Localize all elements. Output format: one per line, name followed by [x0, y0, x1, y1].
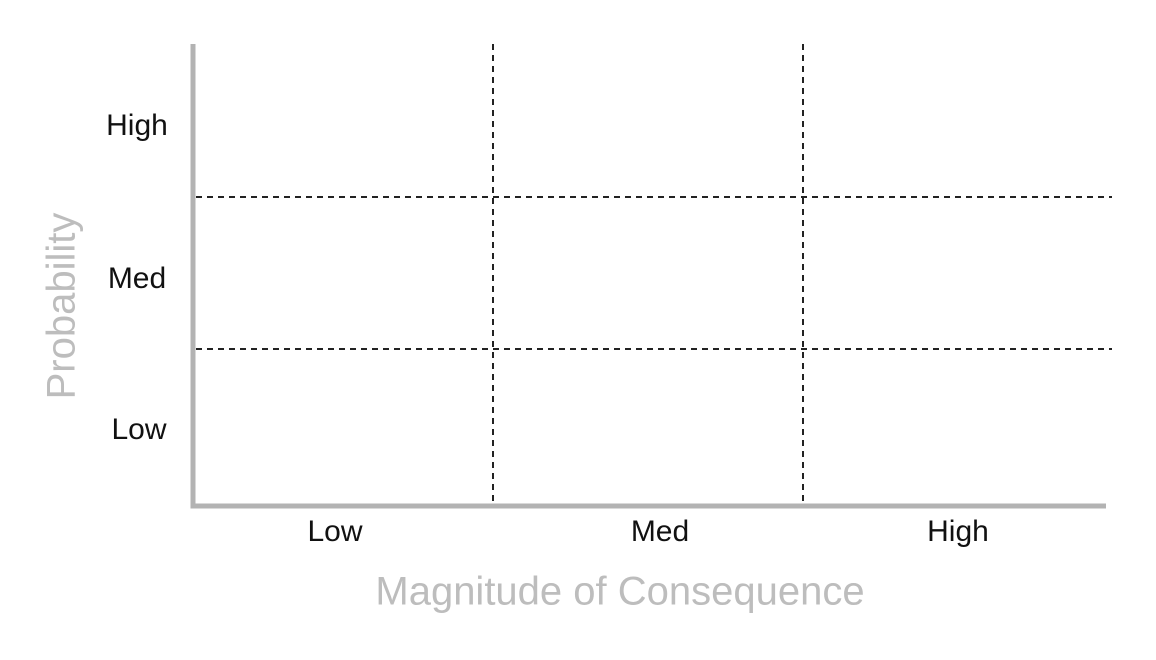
y-category-label: High	[106, 109, 168, 142]
x-category-label: Med	[631, 515, 689, 548]
y-category-label: Med	[108, 262, 166, 295]
x-category-label: High	[927, 515, 989, 548]
axes	[190, 44, 1106, 509]
x-axis-title: Magnitude of Consequence	[375, 570, 864, 614]
x-category-label: Low	[307, 515, 362, 548]
y-category-label: Low	[111, 413, 166, 446]
y-axis-title: Probability	[40, 213, 84, 400]
